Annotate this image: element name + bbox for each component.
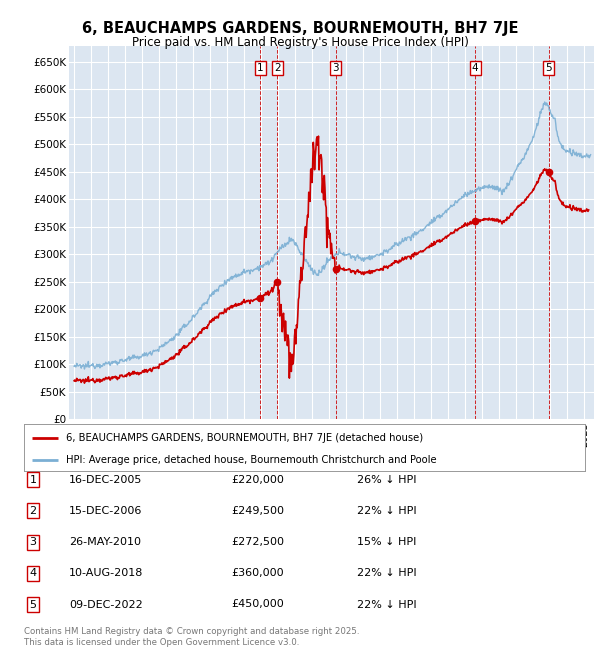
Text: 6, BEAUCHAMPS GARDENS, BOURNEMOUTH, BH7 7JE: 6, BEAUCHAMPS GARDENS, BOURNEMOUTH, BH7 … (82, 21, 518, 36)
Text: 1: 1 (257, 63, 263, 73)
Text: 22% ↓ HPI: 22% ↓ HPI (357, 506, 416, 516)
Text: 4: 4 (29, 568, 37, 578)
Text: £220,000: £220,000 (231, 474, 284, 485)
Text: HPI: Average price, detached house, Bournemouth Christchurch and Poole: HPI: Average price, detached house, Bour… (66, 454, 437, 465)
Text: 22% ↓ HPI: 22% ↓ HPI (357, 599, 416, 610)
Text: 4: 4 (472, 63, 479, 73)
Text: 09-DEC-2022: 09-DEC-2022 (69, 599, 143, 610)
Text: £249,500: £249,500 (231, 506, 284, 516)
Text: 1: 1 (29, 474, 37, 485)
Text: 2: 2 (274, 63, 280, 73)
Text: 3: 3 (332, 63, 339, 73)
Text: £450,000: £450,000 (231, 599, 284, 610)
Text: 10-AUG-2018: 10-AUG-2018 (69, 568, 143, 578)
Text: 15% ↓ HPI: 15% ↓ HPI (357, 537, 416, 547)
Text: Price paid vs. HM Land Registry's House Price Index (HPI): Price paid vs. HM Land Registry's House … (131, 36, 469, 49)
Text: 2: 2 (29, 506, 37, 516)
Text: 3: 3 (29, 537, 37, 547)
Text: £360,000: £360,000 (231, 568, 284, 578)
Text: 22% ↓ HPI: 22% ↓ HPI (357, 568, 416, 578)
Text: 16-DEC-2005: 16-DEC-2005 (69, 474, 142, 485)
Text: 15-DEC-2006: 15-DEC-2006 (69, 506, 142, 516)
Text: 26-MAY-2010: 26-MAY-2010 (69, 537, 141, 547)
Text: 6, BEAUCHAMPS GARDENS, BOURNEMOUTH, BH7 7JE (detached house): 6, BEAUCHAMPS GARDENS, BOURNEMOUTH, BH7 … (66, 432, 423, 443)
Text: £272,500: £272,500 (231, 537, 284, 547)
Text: 5: 5 (545, 63, 552, 73)
Text: 26% ↓ HPI: 26% ↓ HPI (357, 474, 416, 485)
Text: 5: 5 (29, 599, 37, 610)
Text: Contains HM Land Registry data © Crown copyright and database right 2025.
This d: Contains HM Land Registry data © Crown c… (24, 627, 359, 647)
